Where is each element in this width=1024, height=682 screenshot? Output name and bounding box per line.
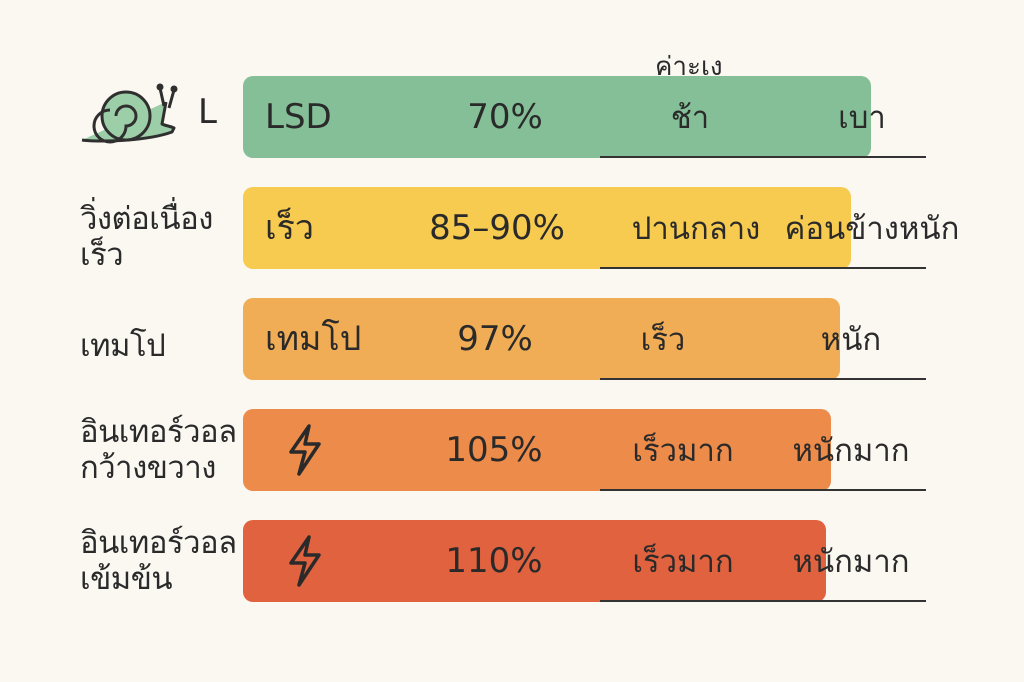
speed-cell: เร็วมาก: [632, 544, 734, 580]
row-label: อินเทอร์วอล กว้างขวาง: [80, 414, 237, 486]
speed-cell: เร็วมาก: [632, 433, 734, 469]
row-underline: [600, 378, 926, 380]
effort-cell: เบา: [838, 100, 886, 136]
speed-cell: ช้า: [670, 100, 710, 136]
row-label: วิ่งต่อเนื่อง เร็ว: [80, 201, 213, 273]
row-label: เทมโป: [80, 328, 166, 364]
row-underline: [600, 156, 926, 158]
intensity-bar: [243, 187, 852, 269]
table-row: เทมโป เทมโป 97% เร็ว หนัก: [0, 298, 1024, 380]
intensity-bar: [243, 76, 871, 158]
bar-percent-label: 110%: [445, 541, 543, 581]
speed-cell: เร็ว: [640, 322, 686, 358]
bar-name-label: LSD: [265, 97, 332, 137]
bar-percent-label: 85–90%: [429, 208, 565, 248]
bar-name-label: เทมโป: [265, 319, 362, 359]
intensity-bar: [243, 298, 841, 380]
bar-percent-label: 70%: [467, 97, 543, 137]
bar-percent-label: 105%: [445, 430, 543, 470]
row-label: อินเทอร์วอล เข้มข้น: [80, 525, 237, 597]
table-row: วิ่งต่อเนื่อง เร็ว เร็ว 85–90% ปานกลาง ค่อนข…: [0, 187, 1024, 273]
effort-cell: หนักมาก: [792, 433, 910, 469]
effort-cell: ค่อนข้างหนัก: [784, 211, 960, 247]
intensity-bar: [243, 520, 826, 602]
effort-cell: หนัก: [820, 322, 882, 358]
speed-cell: ปานกลาง: [631, 211, 761, 247]
table-row: อินเทอร์วอล กว้างขวาง 105% เร็วมาก หนักมาก: [0, 409, 1024, 491]
row-underline: [600, 600, 926, 602]
table-row: L LSD 70% ช้า เบา: [0, 76, 1024, 158]
table-row: อินเทอร์วอล เข้มข้น 110% เร็วมาก หนักมาก: [0, 520, 1024, 602]
lightning-icon: [283, 533, 327, 593]
snail-icon: [74, 80, 184, 154]
bar-name-label: เร็ว: [265, 208, 314, 248]
row-label: L: [198, 92, 217, 132]
row-underline: [600, 489, 926, 491]
bar-percent-label: 97%: [457, 319, 533, 359]
effort-cell: หนักมาก: [792, 544, 910, 580]
lightning-icon: [283, 422, 327, 482]
intensity-bar: [243, 409, 832, 491]
row-underline: [600, 267, 926, 269]
